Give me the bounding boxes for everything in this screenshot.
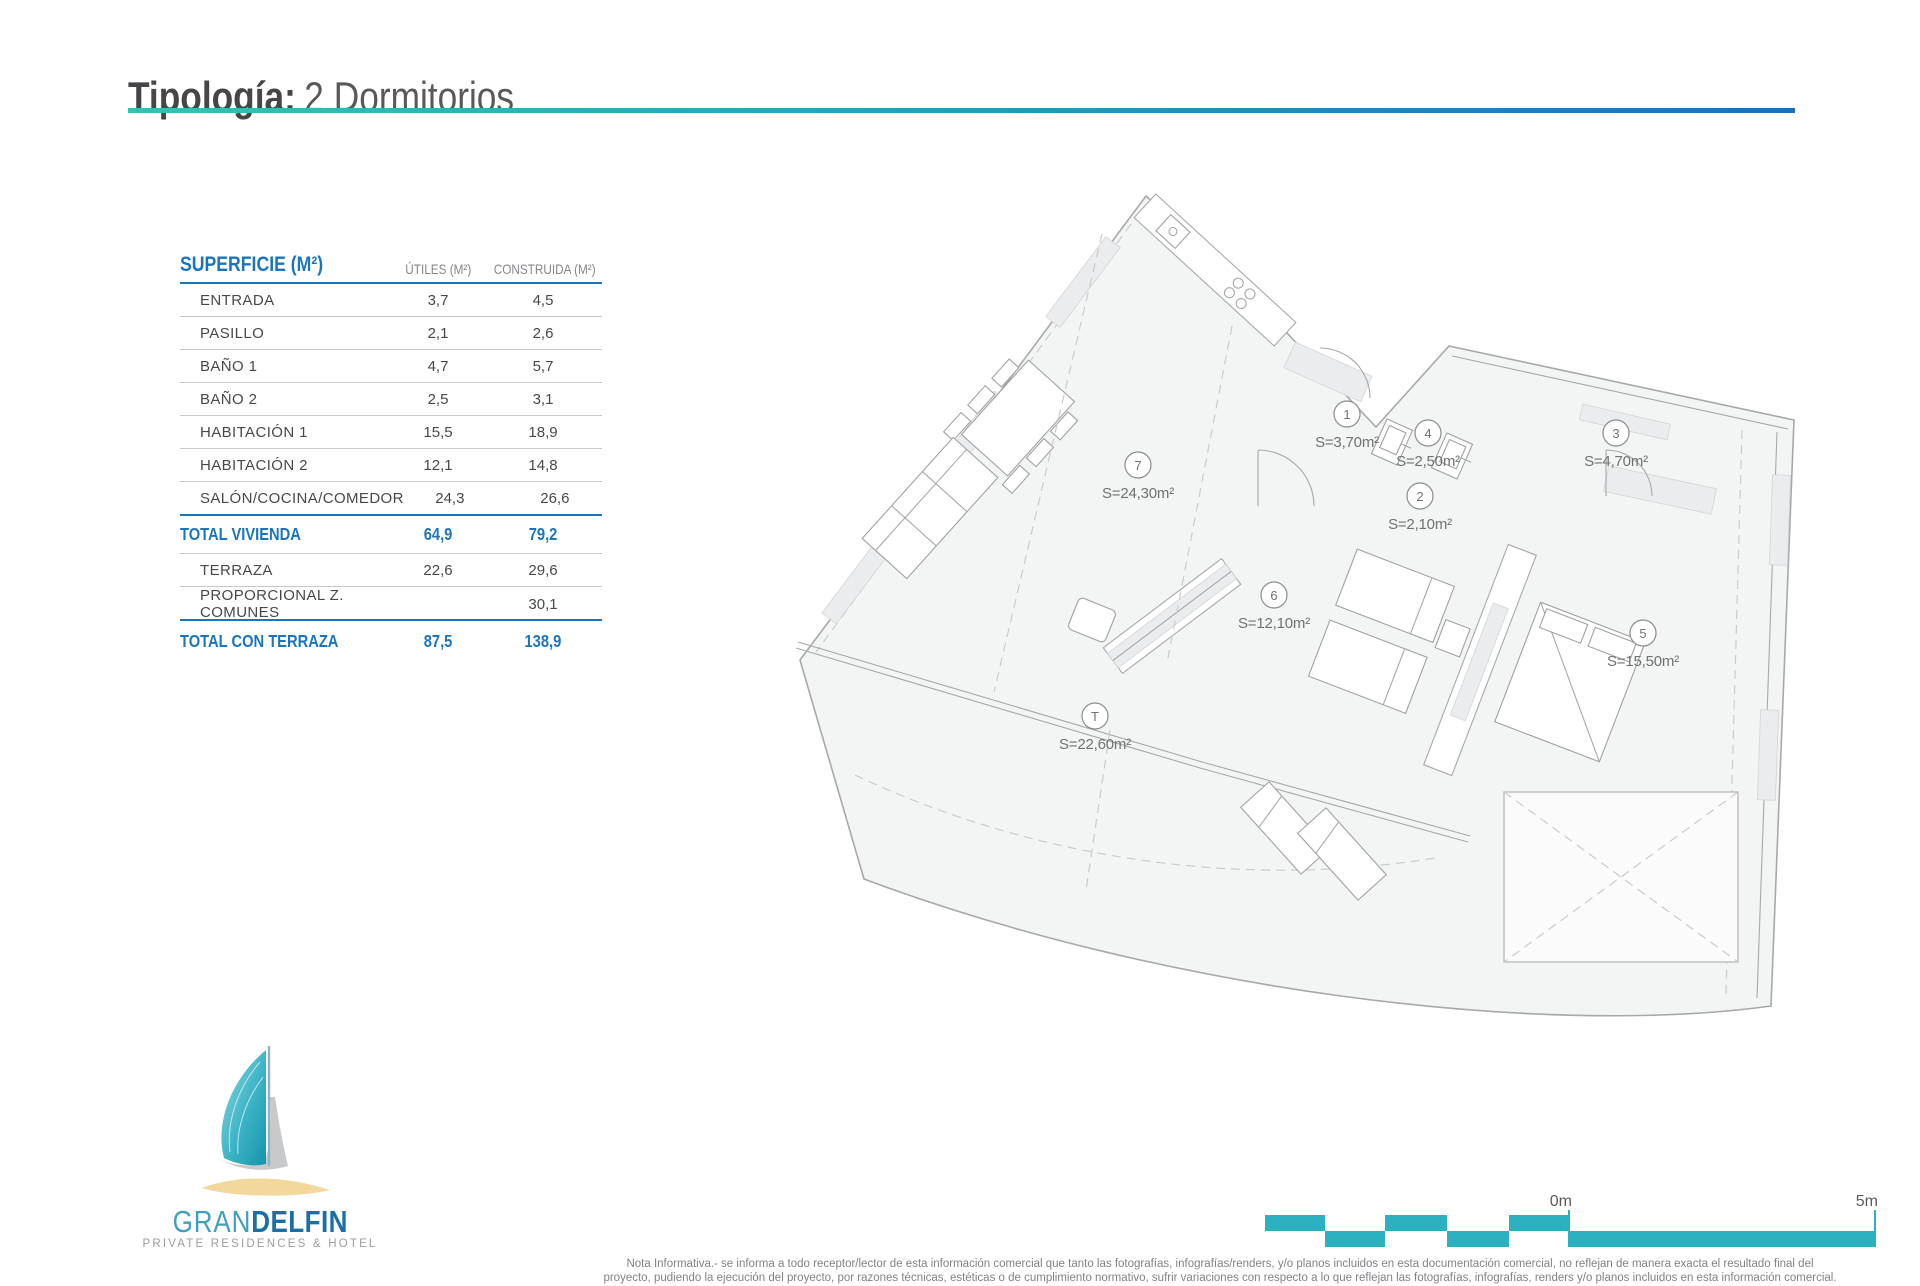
room-number-badge bbox=[1603, 420, 1629, 446]
logo-subtitle: PRIVATE RESIDENCES & HOTEL bbox=[142, 1238, 378, 1250]
scale-zero-label: 0m bbox=[1550, 1193, 1572, 1210]
logo-wordmark: GRANDELFIN bbox=[172, 1204, 348, 1239]
svg-text:S=12,10m²: S=12,10m² bbox=[1238, 615, 1310, 632]
table-row: TERRAZA 22,6 29,6 bbox=[180, 554, 602, 587]
room-number-badge bbox=[1630, 620, 1656, 646]
table-row: BAÑO 2 2,5 3,1 bbox=[180, 383, 602, 416]
room-number-badge bbox=[1334, 401, 1360, 427]
toilet bbox=[1431, 433, 1478, 482]
disclaimer-line1: Nota Informativa.- se informa a todo rec… bbox=[626, 1258, 1814, 1270]
total-vivienda-row: TOTAL VIVIENDA 64,9 79,2 bbox=[180, 516, 602, 554]
svg-text:2: 2 bbox=[1416, 489, 1423, 504]
title-type-label: Tipología: bbox=[128, 73, 296, 121]
sun-lounger bbox=[1241, 782, 1329, 874]
gran-delfin-logo bbox=[202, 1046, 330, 1196]
sofa bbox=[862, 437, 998, 578]
room-number-badge bbox=[1407, 483, 1433, 509]
table-row: PROPORCIONAL Z. COMUNES 30,1 bbox=[180, 587, 602, 621]
room-label: 7 S=24,30m² bbox=[1102, 452, 1174, 502]
room-label: 5 S=15,50m² bbox=[1607, 620, 1679, 670]
scale-five-label: 5m bbox=[1856, 1193, 1878, 1210]
column-header-utiles: ÚTILES (M²) bbox=[405, 261, 471, 277]
partition-sideboard bbox=[1103, 559, 1240, 674]
svg-text:5: 5 bbox=[1639, 626, 1646, 641]
room-number-badge bbox=[1125, 452, 1151, 478]
surface-table-header: SUPERFICIE (M²) ÚTILES (M²) CONSTRUIDA (… bbox=[180, 250, 602, 284]
svg-text:4: 4 bbox=[1424, 426, 1431, 441]
total-con-terraza-row: TOTAL CON TERRAZA 87,5 138,9 bbox=[180, 630, 562, 651]
floor-plan: 1 S=3,70m² 4 S=2,50m² 3 S=4,70m² 2 S=2,1… bbox=[780, 190, 1840, 1020]
table-row: HABITACIÓN 2 12,1 14,8 bbox=[180, 449, 602, 482]
column-header-construida: CONSTRUIDA (M²) bbox=[493, 261, 596, 277]
crossed-area bbox=[1504, 792, 1738, 962]
room-label: 6 S=12,10m² bbox=[1238, 582, 1310, 632]
svg-text:S=3,70m²: S=3,70m² bbox=[1315, 434, 1379, 451]
table-title: SUPERFICIE (M²) bbox=[180, 253, 324, 276]
logo-sail bbox=[221, 1050, 266, 1166]
table-row: PASILLO 2,1 2,6 bbox=[180, 317, 602, 350]
room-label: 3 S=4,70m² bbox=[1584, 420, 1648, 470]
title-underline bbox=[128, 108, 1795, 113]
twin-beds bbox=[1309, 549, 1483, 724]
surface-table: SUPERFICIE (M²) ÚTILES (M²) CONSTRUIDA (… bbox=[180, 250, 602, 661]
table-row: BAÑO 1 4,7 5,7 bbox=[180, 350, 602, 383]
svg-text:S=15,50m²: S=15,50m² bbox=[1607, 653, 1679, 670]
title-type-value: 2 Dormitorios bbox=[304, 73, 515, 121]
svg-text:S=2,50m²: S=2,50m² bbox=[1396, 453, 1460, 470]
room-number-badge bbox=[1415, 420, 1441, 446]
wall-band bbox=[1424, 544, 1537, 775]
room-label: 1 S=3,70m² bbox=[1315, 401, 1379, 451]
svg-text:1: 1 bbox=[1343, 407, 1350, 422]
table-row: SALÓN/COCINA/COMEDOR 24,3 26,6 bbox=[180, 482, 602, 516]
svg-text:T: T bbox=[1091, 709, 1099, 724]
svg-text:3: 3 bbox=[1612, 426, 1619, 441]
kitchen-counter bbox=[1134, 194, 1296, 346]
page-title: Tipología: 2 Dormitorios bbox=[128, 74, 588, 120]
room-label: 4 S=2,50m² bbox=[1396, 420, 1460, 470]
room-number-badge bbox=[1082, 703, 1108, 729]
table-row: HABITACIÓN 1 15,5 18,9 bbox=[180, 416, 602, 449]
svg-text:6: 6 bbox=[1270, 588, 1277, 603]
double-bed bbox=[1495, 602, 1645, 762]
table-row: ENTRADA 3,7 4,5 bbox=[180, 284, 602, 317]
svg-text:S=24,30m²: S=24,30m² bbox=[1102, 485, 1174, 502]
room-number-badge bbox=[1261, 582, 1287, 608]
armchair bbox=[1067, 597, 1117, 644]
logo-pedestal bbox=[220, 1097, 288, 1170]
disclaimer-line2: proyecto, pudiendo la ejecución del proy… bbox=[603, 1272, 1837, 1284]
scale-bar: 0m 5m bbox=[1265, 1193, 1878, 1247]
room-label: 2 S=2,10m² bbox=[1388, 483, 1452, 533]
svg-text:S=2,10m²: S=2,10m² bbox=[1388, 516, 1452, 533]
svg-text:S=22,60m²: S=22,60m² bbox=[1059, 736, 1131, 753]
toilet bbox=[1371, 419, 1418, 468]
logo-sand-wave bbox=[202, 1178, 330, 1196]
sun-lounger bbox=[1298, 808, 1386, 900]
svg-text:7: 7 bbox=[1134, 458, 1141, 473]
room-label: T S=22,60m² bbox=[1059, 703, 1131, 753]
dining-table bbox=[944, 350, 1086, 493]
svg-text:S=4,70m²: S=4,70m² bbox=[1584, 453, 1648, 470]
